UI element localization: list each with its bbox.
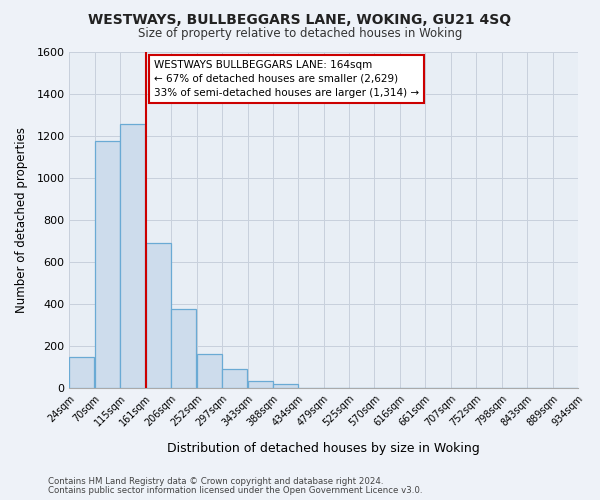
Text: WESTWAYS BULLBEGGARS LANE: 164sqm
← 67% of detached houses are smaller (2,629)
3: WESTWAYS BULLBEGGARS LANE: 164sqm ← 67% … — [154, 60, 419, 98]
Bar — [70, 356, 94, 388]
Bar — [197, 354, 222, 388]
Bar — [222, 370, 247, 388]
Bar — [248, 381, 273, 388]
Text: Size of property relative to detached houses in Woking: Size of property relative to detached ho… — [138, 28, 462, 40]
Y-axis label: Number of detached properties: Number of detached properties — [15, 127, 28, 313]
Bar — [171, 310, 196, 388]
Text: Contains HM Land Registry data © Crown copyright and database right 2024.: Contains HM Land Registry data © Crown c… — [48, 477, 383, 486]
Text: WESTWAYS, BULLBEGGARS LANE, WOKING, GU21 4SQ: WESTWAYS, BULLBEGGARS LANE, WOKING, GU21… — [88, 12, 512, 26]
Bar — [95, 141, 120, 388]
Text: Contains public sector information licensed under the Open Government Licence v3: Contains public sector information licen… — [48, 486, 422, 495]
Bar — [146, 243, 171, 388]
Bar — [120, 124, 145, 388]
X-axis label: Distribution of detached houses by size in Woking: Distribution of detached houses by size … — [167, 442, 480, 455]
Bar — [273, 384, 298, 388]
